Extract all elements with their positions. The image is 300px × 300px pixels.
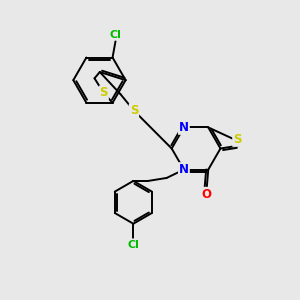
Text: S: S [233,133,242,146]
Text: N: N [179,163,189,176]
Text: O: O [202,188,212,201]
Text: Cl: Cl [110,30,122,40]
Text: S: S [99,86,108,100]
Text: Cl: Cl [128,239,139,250]
Text: S: S [130,104,138,117]
Text: N: N [179,121,189,134]
